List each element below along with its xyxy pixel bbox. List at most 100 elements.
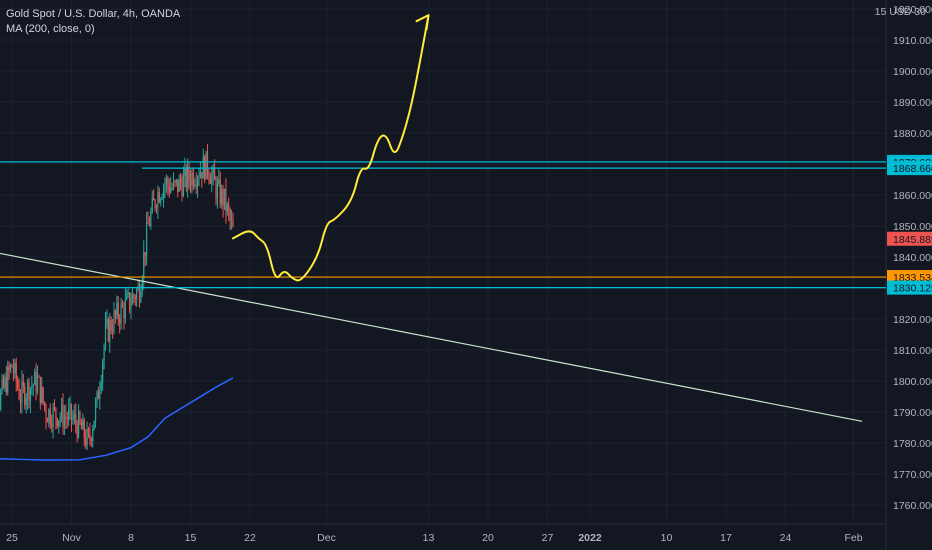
price-tick-label: 1850.000 — [893, 221, 932, 233]
candle-down — [79, 412, 81, 423]
candle-up — [59, 417, 61, 421]
candle-up — [0, 391, 2, 410]
time-tick-label: 17 — [720, 532, 732, 544]
candle-up — [175, 179, 177, 182]
candle-up — [198, 177, 200, 179]
chart-legend: Gold Spot / U.S. Dollar, 4h, OANDA MA (2… — [6, 7, 180, 37]
candle-up — [160, 198, 162, 203]
time-tick-label: Dec — [317, 532, 336, 544]
candle-up — [106, 319, 108, 324]
candle-down — [2, 379, 5, 388]
candle-up — [199, 172, 202, 178]
candle-up — [58, 420, 60, 427]
candle-up — [191, 172, 193, 186]
candle-down — [46, 419, 49, 423]
candle-up — [48, 409, 50, 423]
price-tick-label: 1890.000 — [893, 97, 932, 109]
candle-up — [211, 174, 213, 184]
candle-up — [113, 310, 115, 332]
projection-arrowhead — [415, 14, 430, 31]
price-tick-label: 1810.000 — [893, 345, 932, 357]
candle-up — [196, 178, 199, 187]
candle-down — [76, 424, 78, 437]
candle-up — [102, 361, 104, 382]
candle-up — [218, 179, 220, 184]
level-badge-label: 1868.660 — [893, 163, 932, 175]
candle-down — [62, 404, 64, 427]
candle-down — [174, 180, 176, 182]
candle-up — [164, 183, 166, 188]
candle-down — [51, 423, 53, 428]
candle-down — [229, 211, 231, 221]
candle-down — [12, 366, 15, 374]
candle-up — [21, 381, 23, 403]
candle-down — [70, 404, 73, 420]
candle-down — [65, 416, 67, 418]
price-tick-label: 1780.000 — [893, 438, 932, 450]
candle-up — [226, 204, 228, 212]
candle-up — [230, 220, 233, 222]
candle-up — [86, 429, 88, 446]
candle-down — [17, 381, 19, 388]
candle-up — [150, 212, 152, 227]
time-tick-label: Feb — [844, 532, 862, 544]
candle-down — [188, 167, 190, 180]
candle-up — [116, 303, 118, 316]
candle-down — [18, 387, 20, 399]
candle-down — [153, 197, 155, 201]
candle-down — [219, 179, 221, 205]
time-tick-label: 24 — [780, 532, 792, 544]
candle-down — [192, 172, 194, 186]
candle-down — [195, 184, 197, 187]
candle-down — [80, 422, 83, 430]
candle-down — [181, 183, 183, 197]
candle-down — [167, 178, 169, 186]
candle-up — [52, 407, 54, 428]
candle-up — [63, 416, 66, 427]
indicator-label[interactable]: MA (200, close, 0) — [6, 23, 95, 35]
symbol-title[interactable]: Gold Spot / U.S. Dollar, 4h, OANDA — [6, 8, 181, 20]
time-tick-label: 8 — [128, 532, 134, 544]
candle-down — [107, 319, 109, 341]
candle-up — [32, 384, 34, 387]
candle-up — [151, 197, 153, 213]
candle-up — [14, 363, 16, 374]
time-tick-label: Nov — [62, 532, 81, 544]
candle-up — [223, 188, 226, 207]
candle-up — [178, 178, 180, 192]
candle-down — [97, 391, 100, 400]
candle-up — [140, 291, 142, 302]
candle-down — [43, 401, 46, 408]
candle-up — [68, 409, 70, 420]
candle-up — [127, 292, 129, 295]
time-tick-label: 25 — [6, 532, 18, 544]
level-badge-4 — [887, 231, 932, 246]
candle-down — [168, 185, 170, 193]
candle-down — [147, 222, 149, 225]
candle-down — [39, 376, 41, 404]
candle-down — [83, 419, 85, 439]
candle-up — [1, 379, 3, 392]
candle-down — [28, 382, 30, 401]
price-tick-label: 1770.000 — [893, 469, 932, 481]
candle-up — [104, 323, 107, 347]
candle-down — [45, 407, 47, 420]
candle-up — [109, 320, 111, 341]
candle-up — [212, 167, 214, 175]
candle-up — [136, 290, 138, 300]
candle-up — [31, 386, 33, 388]
candle-down — [213, 167, 216, 181]
candle-down — [119, 318, 121, 324]
currency-label[interactable]: 15 USD 30 — [874, 6, 926, 18]
price-tick-label: 1900.000 — [893, 66, 932, 78]
level-badge-1 — [887, 161, 932, 176]
price-tick-label: 1790.000 — [893, 407, 932, 419]
candle-up — [100, 381, 102, 391]
candle-down — [5, 377, 7, 393]
candle-up — [26, 382, 29, 399]
candle-down — [111, 330, 114, 332]
candle-up — [187, 167, 189, 188]
level-badge-3 — [887, 280, 932, 295]
